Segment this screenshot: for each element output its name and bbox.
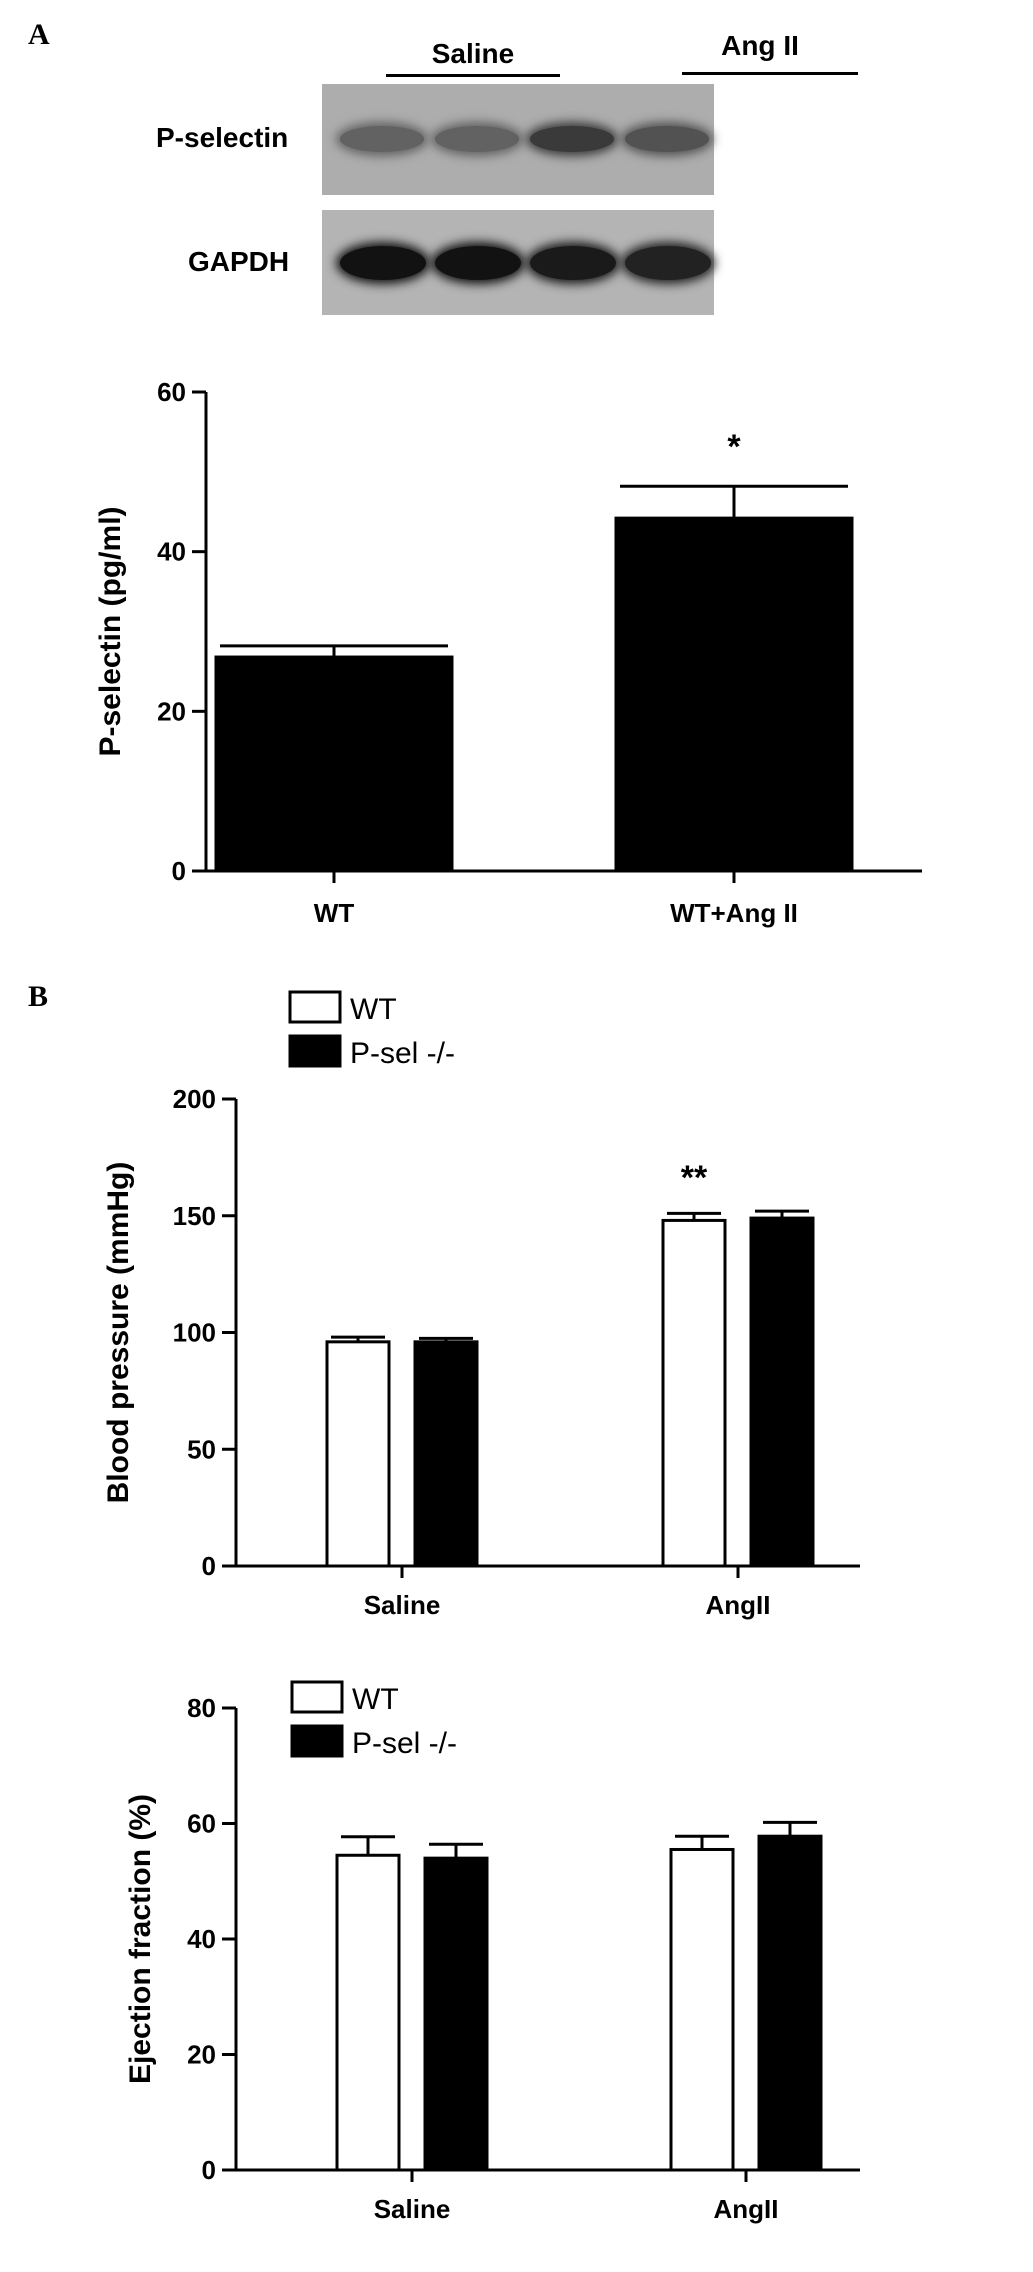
chart3-xtick-label-0: Saline	[374, 2194, 451, 2224]
chart3-bar-1-1	[757, 1834, 823, 2172]
chart3-legend-label-0: WT	[352, 1683, 399, 1716]
chart1-xtick-label-1: WT+Ang II	[670, 898, 798, 928]
blot-band-p-selectin-1	[340, 126, 424, 152]
blot-row-label-pselectin: P-selectin	[156, 122, 289, 153]
chart2-ytick-label-1: 50	[187, 1434, 216, 1464]
chart1-ytick-label-2: 40	[157, 537, 186, 567]
chart1-bar-0-1	[614, 516, 854, 873]
chart3-bar-1-0	[423, 1856, 489, 2172]
blot-group-line-angii	[682, 72, 858, 75]
chart2-xtick-label-0: Saline	[364, 1590, 441, 1620]
blot-band-gapdh-3	[530, 246, 616, 280]
chart2-bar-0-1	[661, 1218, 727, 1568]
chart2-bar-1-0	[413, 1340, 479, 1568]
chart3-ytick-label-1: 20	[187, 2040, 216, 2070]
blot-band-gapdh-1	[340, 246, 426, 280]
panel-a-label: A	[28, 18, 50, 51]
chart2-legend-swatch-0	[288, 990, 342, 1024]
chart2-bar-0-0	[325, 1340, 391, 1568]
chart2-legend-label-1: P-sel -/-	[350, 1037, 455, 1070]
blot-strip-pselectin	[322, 84, 714, 195]
chart1-significance-1: *	[727, 428, 741, 466]
blot-band-p-selectin-3	[530, 126, 614, 152]
chart2-ytick-label-2: 100	[173, 1318, 216, 1348]
blot-band-gapdh-2	[435, 246, 521, 280]
chart3-legend-swatch-0	[290, 1680, 344, 1714]
chart1-ytick-label-3: 60	[157, 377, 186, 407]
chart3-xtick-label-1: AngII	[714, 2194, 779, 2224]
blot-strip-gapdh	[322, 210, 714, 315]
chart2-significance-1: **	[681, 1159, 708, 1197]
chart2-xtick-label-1: AngII	[706, 1590, 771, 1620]
chart2-ytick-label-0: 0	[202, 1551, 216, 1581]
chart1-ytick-label-0: 0	[172, 856, 186, 886]
chart3-legend-swatch-1	[290, 1724, 344, 1758]
blot-band-p-selectin-2	[435, 126, 519, 152]
blot-band-p-selectin-4	[625, 126, 709, 152]
chart3-ytick-label-2: 40	[187, 1924, 216, 1954]
panel-b-label: B	[28, 980, 49, 1013]
blot-group-angii: Ang II	[721, 30, 799, 61]
chart1-xtick-label-0: WT	[314, 898, 355, 928]
chart3-ytick-label-3: 60	[187, 1809, 216, 1839]
chart2-ytick-label-3: 150	[173, 1201, 216, 1231]
chart3-ytick-label-4: 80	[187, 1693, 216, 1723]
blot-group-saline: Saline	[431, 38, 515, 69]
chart3-legend-label-1: P-sel -/-	[352, 1727, 457, 1760]
chart1-bar-0-0	[214, 655, 454, 873]
chart2-legend-label-0: WT	[350, 993, 397, 1026]
chart2-ylabel: Blood pressure (mmHg)	[102, 1162, 135, 1504]
blot-group-line-saline	[386, 74, 560, 77]
chart3-ylabel: Ejection fraction (%)	[124, 1794, 157, 2084]
chart3-ytick-label-0: 0	[202, 2155, 216, 2185]
chart2-bar-1-1	[749, 1216, 815, 1568]
chart3-bar-0-1	[669, 1847, 735, 2172]
blot-band-gapdh-4	[625, 246, 711, 280]
chart2-legend-swatch-1	[288, 1034, 342, 1068]
chart2-ytick-label-4: 200	[173, 1084, 216, 1114]
chart3-bar-0-0	[335, 1853, 401, 2172]
chart1-ytick-label-1: 20	[157, 696, 186, 726]
blot-row-label-gapdh: GAPDH	[188, 246, 290, 277]
chart1-ylabel: P-selectin (pg/ml)	[94, 506, 127, 756]
